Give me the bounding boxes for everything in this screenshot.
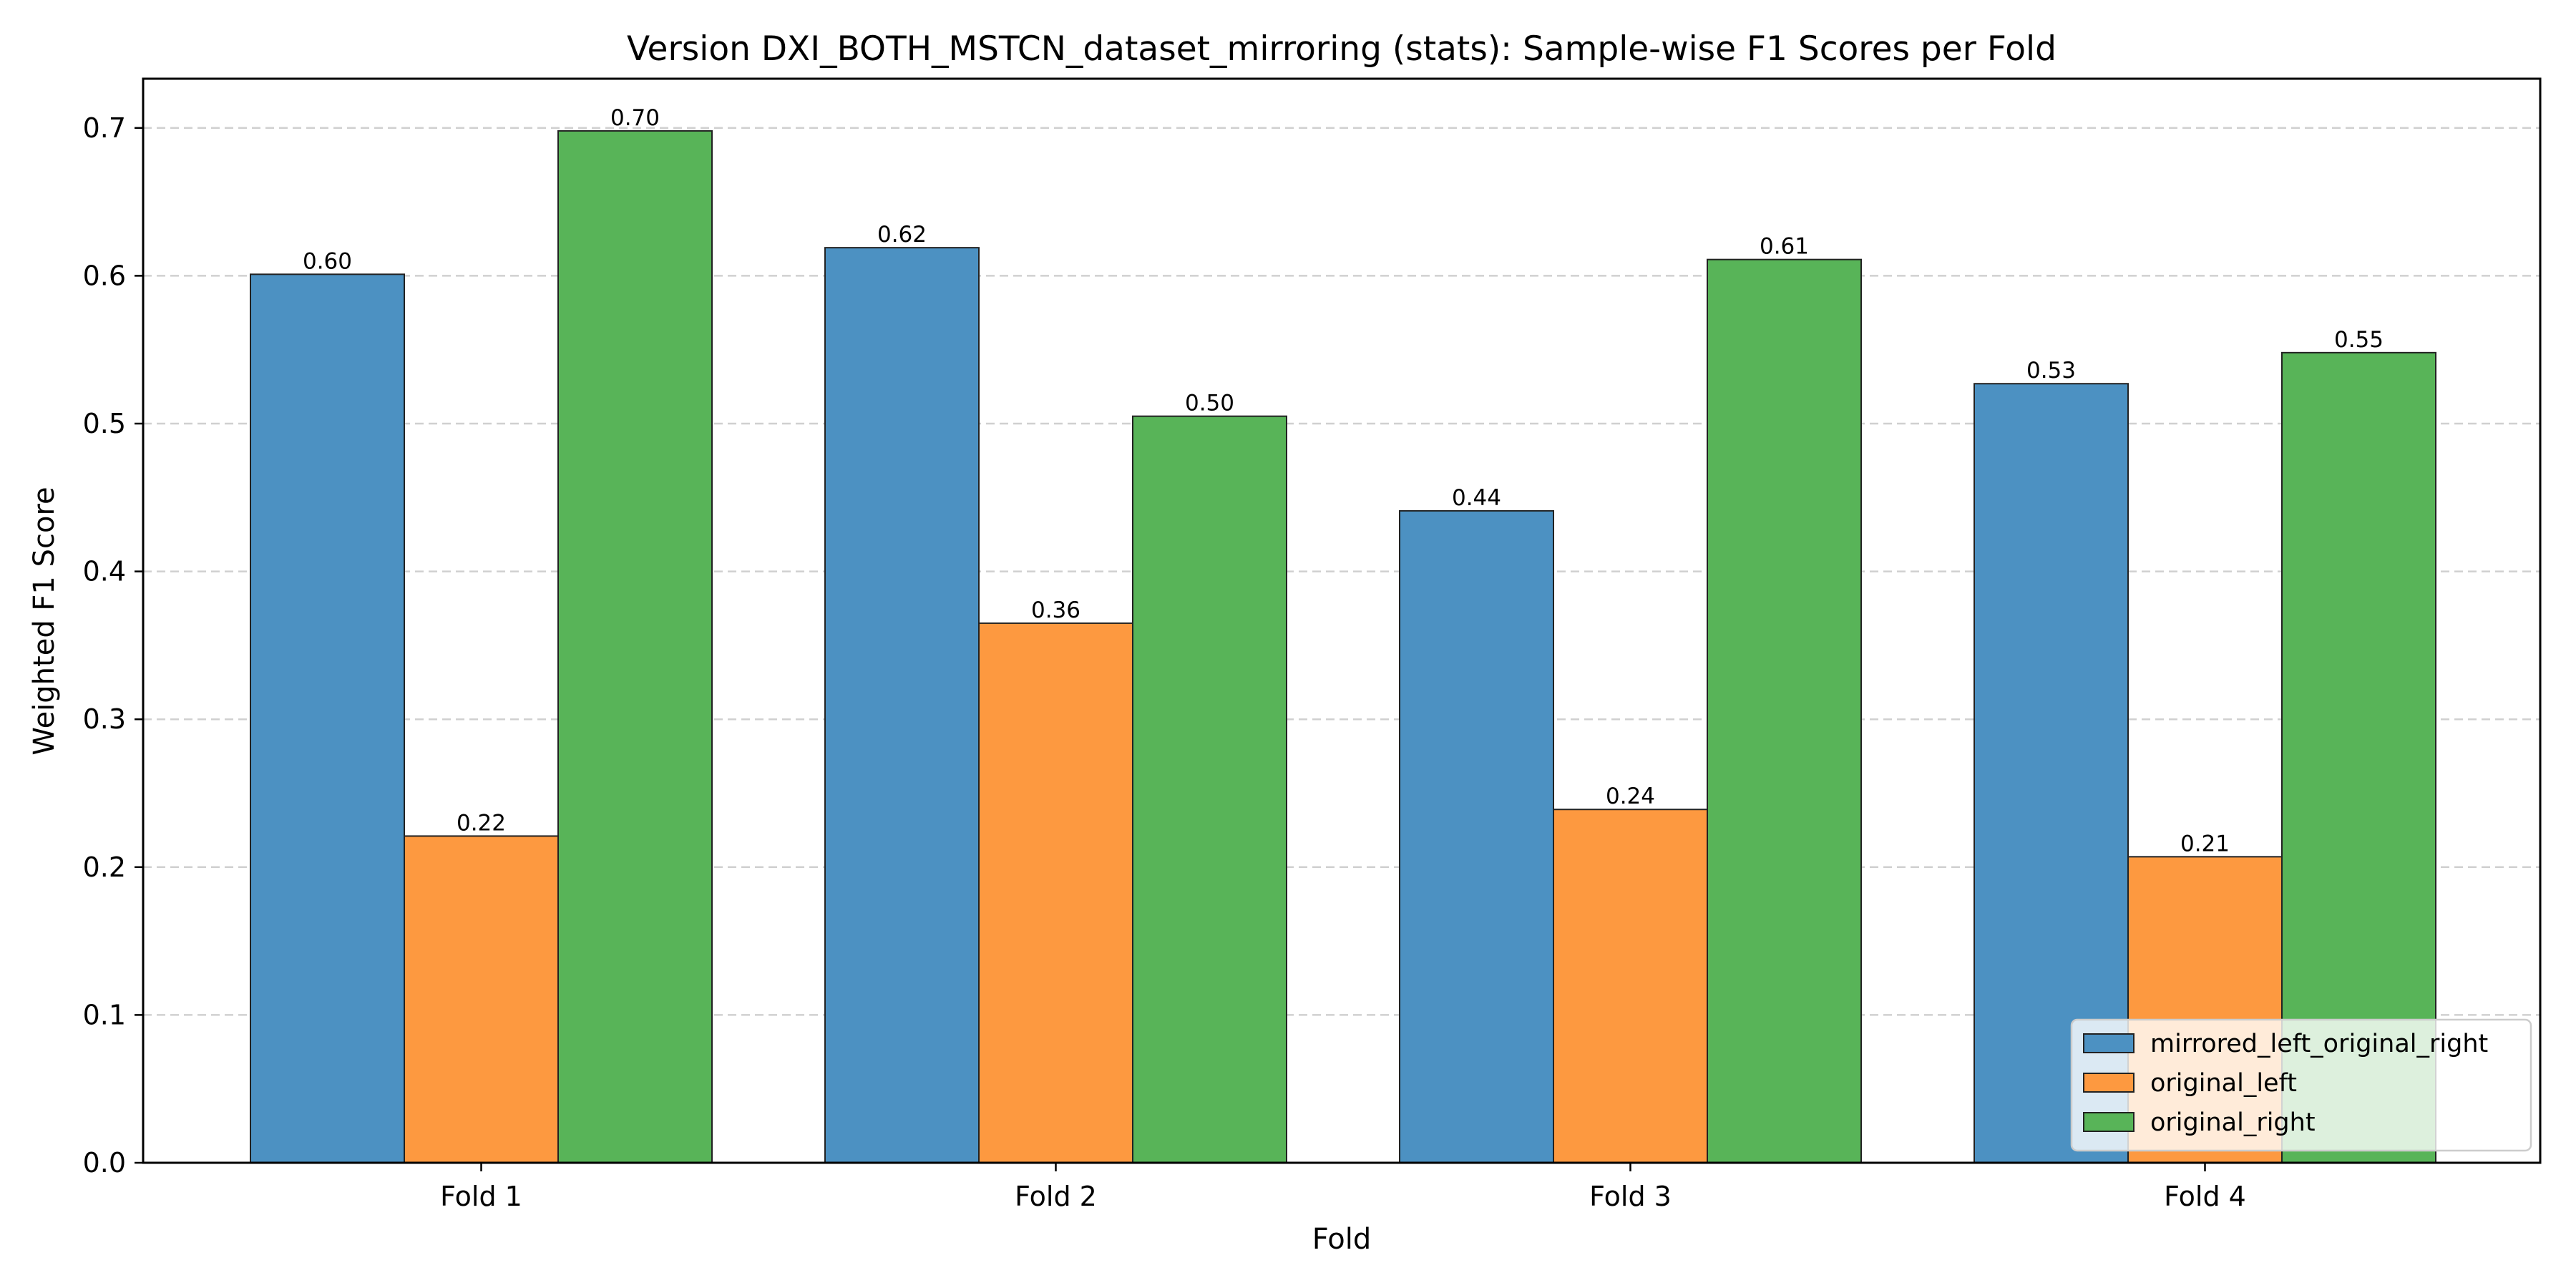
legend-items: mirrored_left_original_right original_lef… [2083,1030,2488,1137]
x-tick-label: Fold 2 [1015,1181,1097,1212]
bar-value-label: 0.36 [1031,597,1080,623]
data-labels: 0.60 0.22 0.70 0.62 0.36 0.50 0.44 0.24 0.61 0.53… [303,105,2384,857]
bar-original_right-3 [1707,258,1862,1164]
bar-value-label: 0.53 [2026,358,2076,384]
bar-mirrored_left_original_right-2 [824,247,980,1163]
bar-value-label: 0.60 [303,248,352,274]
legend-label-original_right: original_right [2150,1108,2316,1137]
legend-label-mirrored_left_original_right: mirrored_left_original_right [2150,1030,2488,1058]
y-tick-label: 0.6 [83,260,126,291]
legend-swatch-mirrored_left_original_right [2083,1033,2135,1053]
legend-swatch-original_right [2083,1112,2135,1132]
y-tick-label: 0.4 [83,556,126,587]
legend-label-original_left: original_left [2150,1069,2297,1098]
bar-value-label: 0.62 [877,222,927,248]
bar-original_right-2 [1132,415,1287,1163]
chart-title: Version DXI_BOTH_MSTCN_dataset_mirroring… [627,29,2057,69]
bar-value-label: 0.55 [2334,327,2384,353]
bar-original_left-3 [1553,809,1708,1164]
y-tick-label: 0.2 [83,852,126,883]
y-axis: 0.0 0.1 0.2 0.3 0.4 0.5 0.6 0.7 [83,112,143,1179]
y-axis-label: Weighted F1 Score [28,487,61,755]
bar-mirrored_left_original_right-1 [250,273,405,1164]
x-tick-label: Fold 3 [1589,1181,1672,1212]
bars [250,130,2436,1164]
bar-value-label: 0.21 [2180,831,2230,857]
x-tick-label: Fold 1 [440,1181,522,1212]
plot-frame [142,77,2542,1164]
bar-value-label: 0.24 [1606,784,1655,809]
bar-value-label: 0.44 [1452,485,1501,511]
bar-value-label: 0.61 [1760,234,1809,260]
bar-original_left-2 [978,622,1133,1163]
x-tick-label: Fold 4 [2164,1181,2246,1212]
y-tick-label: 0.7 [83,112,126,144]
legend: mirrored_left_original_right original_lef… [2070,1018,2532,1152]
bar-original_right-1 [557,130,713,1163]
bar-value-label: 0.22 [457,810,506,836]
bar-original_left-1 [404,835,559,1163]
bar-value-label: 0.50 [1185,391,1234,416]
y-tick-label: 0.0 [83,1147,126,1179]
y-tick-label: 0.5 [83,408,126,439]
y-tick-label: 0.3 [83,703,126,735]
legend-swatch-original_left [2083,1073,2135,1093]
bar-value-label: 0.70 [610,105,660,131]
x-axis: Fold 1 Fold 2 Fold 3 Fold 4 [440,1163,2246,1212]
y-tick-label: 0.1 [83,999,126,1030]
legend-box [2070,1018,2532,1152]
bar-mirrored_left_original_right-3 [1399,509,1554,1163]
x-axis-label: Fold [1312,1223,1372,1256]
